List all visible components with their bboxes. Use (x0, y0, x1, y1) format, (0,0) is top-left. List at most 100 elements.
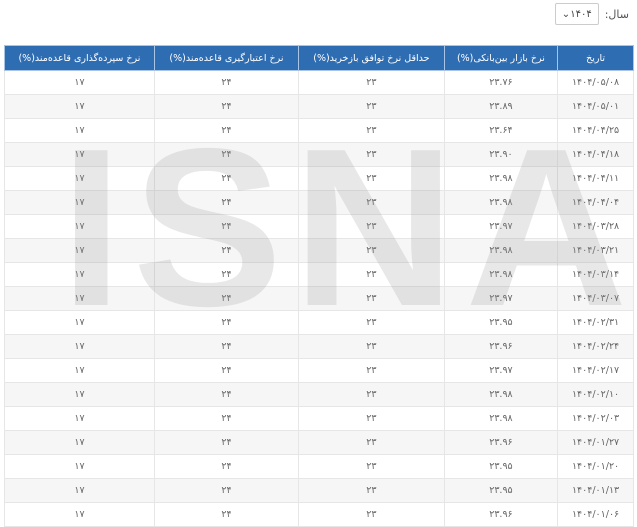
column-header: نرخ بازار بین‌بانکی(%) (443, 45, 559, 71)
table-row: ۱۴۰۴/۰۲/۳۱ ۲۳.۹۵ ۲۳ ۲۴ ۱۷ (4, 310, 634, 335)
table-cell: ۱۴۰۴/۰۲/۳۱ (557, 310, 634, 335)
table-cell: ۱۴۰۴/۰۳/۱۴ (557, 262, 634, 287)
year-label: سال: (604, 7, 629, 21)
table-cell: ۲۳.۹۵ (443, 478, 559, 503)
table-cell: ۱۷ (4, 94, 155, 119)
year-filter: سال: ⌄ ۱۴۰۴ (554, 0, 629, 28)
table-cell: ۱۷ (4, 190, 155, 215)
table-row: ۱۴۰۴/۰۲/۱۷ ۲۳.۹۷ ۲۳ ۲۴ ۱۷ (4, 358, 634, 383)
table-cell: ۲۴ (153, 94, 300, 119)
table-cell: ۲۴ (153, 502, 300, 527)
table-cell: ۲۳ (298, 214, 445, 239)
table-row: ۱۴۰۴/۰۴/۲۵ ۲۳.۶۴ ۲۳ ۲۴ ۱۷ (4, 118, 634, 143)
table-cell: ۲۳ (298, 286, 445, 311)
table-cell: ۲۴ (153, 238, 300, 263)
table-cell: ۱۴۰۴/۰۵/۰۱ (557, 94, 634, 119)
table-cell: ۲۳.۹۰ (443, 142, 559, 167)
table-cell: ۲۳ (298, 166, 445, 191)
table-cell: ۲۴ (153, 478, 300, 503)
table-cell: ۲۳ (298, 382, 445, 407)
table-cell: ۲۴ (153, 286, 300, 311)
table-row: ۱۴۰۴/۰۴/۱۱ ۲۳.۹۸ ۲۳ ۲۴ ۱۷ (4, 166, 634, 191)
table-cell: ۱۴۰۴/۰۱/۲۰ (557, 454, 634, 479)
table-cell: ۲۳.۹۶ (443, 502, 559, 527)
table-row: ۱۴۰۴/۰۵/۰۸ ۲۳.۷۶ ۲۳ ۲۴ ۱۷ (4, 70, 634, 95)
table-cell: ۱۷ (4, 334, 155, 359)
table-row: ۱۴۰۴/۰۴/۰۴ ۲۳.۹۸ ۲۳ ۲۴ ۱۷ (4, 190, 634, 215)
table-cell: ۱۷ (4, 406, 155, 431)
table-cell: ۲۴ (153, 142, 300, 167)
table-cell: ۲۳.۹۸ (443, 382, 559, 407)
table-cell: ۲۴ (153, 118, 300, 143)
table-cell: ۱۴۰۴/۰۲/۰۳ (557, 406, 634, 431)
table-cell: ۱۴۰۴/۰۱/۱۳ (557, 478, 634, 503)
column-header: تاریخ (557, 45, 634, 71)
table-cell: ۱۴۰۴/۰۵/۰۸ (557, 70, 634, 95)
table-cell: ۲۳.۶۴ (443, 118, 559, 143)
table-cell: ۲۳ (298, 310, 445, 335)
table-cell: ۱۷ (4, 118, 155, 143)
table-row: ۱۴۰۴/۰۲/۲۴ ۲۳.۹۶ ۲۳ ۲۴ ۱۷ (4, 334, 634, 359)
chevron-down-icon: ⌄ (561, 8, 571, 20)
table-cell: ۱۷ (4, 214, 155, 239)
table-cell: ۲۴ (153, 334, 300, 359)
table-row: ۱۴۰۴/۰۵/۰۱ ۲۳.۸۹ ۲۳ ۲۴ ۱۷ (4, 94, 634, 119)
table-cell: ۲۴ (153, 166, 300, 191)
table-cell: ۲۳ (298, 406, 445, 431)
table-cell: ۱۷ (4, 382, 155, 407)
table-cell: ۱۴۰۴/۰۱/۰۶ (557, 502, 634, 527)
year-value: ۱۴۰۴ (570, 8, 592, 20)
table-cell: ۱۴۰۴/۰۳/۰۷ (557, 286, 634, 311)
table-cell: ۲۳.۹۵ (443, 454, 559, 479)
table-cell: ۱۷ (4, 430, 155, 455)
table-cell: ۲۳.۸۹ (443, 94, 559, 119)
table-cell: ۲۳ (298, 142, 445, 167)
table-cell: ۲۴ (153, 262, 300, 287)
rates-table: تاریخ نرخ بازار بین‌بانکی(%) حداقل نرخ توا… (4, 45, 634, 527)
table-cell: ۲۴ (153, 358, 300, 383)
table-row: ۱۴۰۴/۰۲/۱۰ ۲۳.۹۸ ۲۳ ۲۴ ۱۷ (4, 382, 634, 407)
table-cell: ۱۷ (4, 310, 155, 335)
column-header: نرخ سپرده‌گذاری قاعده‌مند(%) (4, 45, 155, 71)
table-cell: ۲۴ (153, 310, 300, 335)
table-cell: ۲۳ (298, 334, 445, 359)
table-row: ۱۴۰۴/۰۱/۲۷ ۲۳.۹۶ ۲۳ ۲۴ ۱۷ (4, 430, 634, 455)
table-cell: ۱۴۰۴/۰۴/۱۸ (557, 142, 634, 167)
column-header: حداقل نرخ توافق بازخرید(%) (298, 45, 445, 71)
table-cell: ۱۷ (4, 286, 155, 311)
table-cell: ۱۷ (4, 502, 155, 527)
table-cell: ۲۳ (298, 454, 445, 479)
table-cell: ۱۷ (4, 454, 155, 479)
table-cell: ۲۳.۹۶ (443, 334, 559, 359)
table-cell: ۲۳.۹۸ (443, 190, 559, 215)
table-cell: ۱۷ (4, 478, 155, 503)
table-cell: ۲۳ (298, 70, 445, 95)
table-header-row: تاریخ نرخ بازار بین‌بانکی(%) حداقل نرخ توا… (4, 45, 634, 71)
table-cell: ۲۴ (153, 406, 300, 431)
table-cell: ۲۴ (153, 214, 300, 239)
table-row: ۱۴۰۴/۰۴/۱۸ ۲۳.۹۰ ۲۳ ۲۴ ۱۷ (4, 142, 634, 167)
table-cell: ۱۴۰۴/۰۲/۲۴ (557, 334, 634, 359)
table-cell: ۲۳ (298, 190, 445, 215)
table-cell: ۲۳ (298, 262, 445, 287)
table-cell: ۱۷ (4, 70, 155, 95)
table-cell: ۲۳.۹۷ (443, 286, 559, 311)
table-cell: ۲۳.۹۶ (443, 430, 559, 455)
table-cell: ۱۴۰۴/۰۴/۲۵ (557, 118, 634, 143)
table-row: ۱۴۰۴/۰۱/۱۳ ۲۳.۹۵ ۲۳ ۲۴ ۱۷ (4, 478, 634, 503)
table-row: ۱۴۰۴/۰۳/۰۷ ۲۳.۹۷ ۲۳ ۲۴ ۱۷ (4, 286, 634, 311)
table-cell: ۲۳.۹۷ (443, 358, 559, 383)
table-cell: ۲۴ (153, 190, 300, 215)
table-cell: ۲۴ (153, 430, 300, 455)
table-row: ۱۴۰۴/۰۱/۲۰ ۲۳.۹۵ ۲۳ ۲۴ ۱۷ (4, 454, 634, 479)
table-cell: ۲۴ (153, 70, 300, 95)
table-cell: ۱۴۰۴/۰۳/۲۱ (557, 238, 634, 263)
table-cell: ۲۳.۹۷ (443, 214, 559, 239)
table-cell: ۱۴۰۴/۰۴/۱۱ (557, 166, 634, 191)
table-cell: ۱۷ (4, 142, 155, 167)
table-cell: ۲۴ (153, 382, 300, 407)
table-cell: ۲۴ (153, 454, 300, 479)
year-select[interactable]: ⌄ ۱۴۰۴ (554, 3, 599, 25)
table-cell: ۲۳ (298, 238, 445, 263)
table-row: ۱۴۰۴/۰۲/۰۳ ۲۳.۹۸ ۲۳ ۲۴ ۱۷ (4, 406, 634, 431)
